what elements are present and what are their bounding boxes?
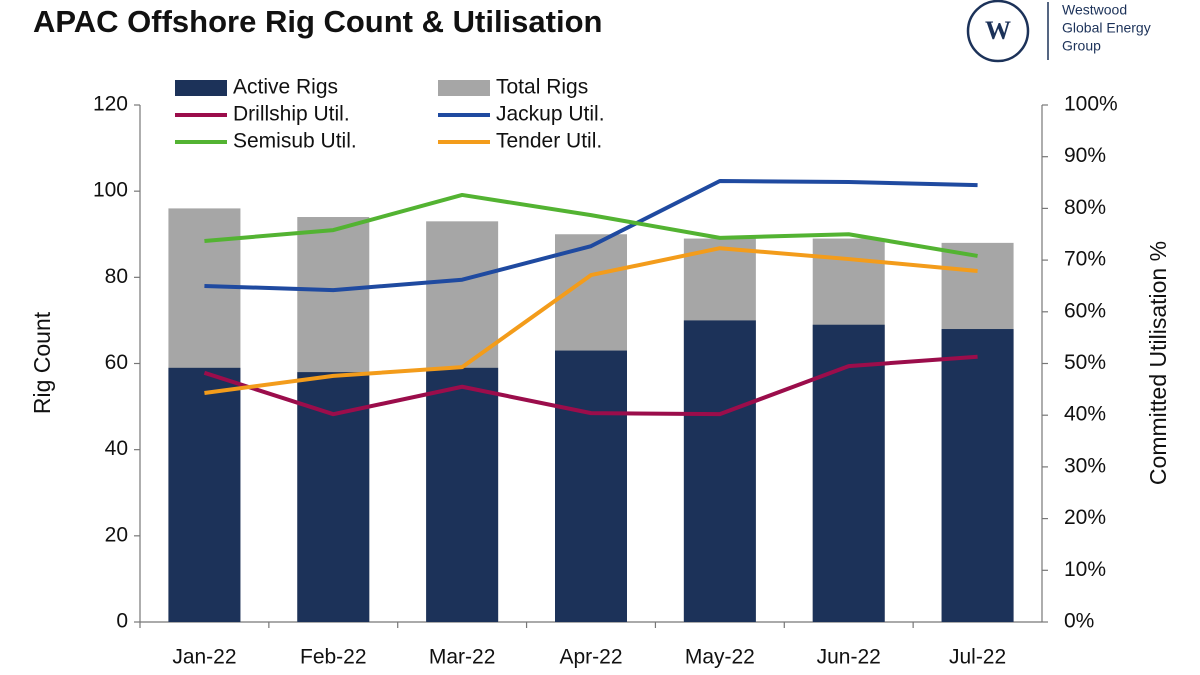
- x-tick-label: Jun-22: [817, 646, 881, 669]
- y2-tick-label: 0%: [1064, 610, 1094, 633]
- legend-swatch: [175, 80, 227, 96]
- logo-text: Westwood: [1062, 2, 1127, 18]
- y-tick-label: 100: [93, 179, 128, 202]
- y2-tick-label: 70%: [1064, 248, 1106, 271]
- line-series: [203, 354, 978, 417]
- bar: [683, 320, 756, 622]
- legend-label: Drillship Util.: [233, 103, 350, 126]
- y2-tick-label: 90%: [1064, 144, 1106, 167]
- legend-label: Total Rigs: [496, 76, 588, 99]
- legend-label: Active Rigs: [233, 76, 338, 99]
- y2-tick-label: 10%: [1064, 558, 1106, 581]
- x-tick-label: Feb-22: [300, 646, 367, 669]
- logo-text: Global Energy: [1062, 20, 1151, 36]
- y2-tick-label: 60%: [1064, 299, 1106, 322]
- bar: [168, 367, 241, 622]
- chart-title: APAC Offshore Rig Count & Utilisation: [33, 4, 602, 39]
- y-axis-title: Rig Count: [29, 311, 55, 414]
- legend-label: Semisub Util.: [233, 130, 357, 153]
- logo-text: Group: [1062, 38, 1101, 54]
- y-tick-label: 0: [116, 610, 128, 633]
- bar: [555, 350, 627, 622]
- y-tick-label: 40: [105, 437, 128, 460]
- bar: [426, 367, 499, 622]
- y-tick-label: 20: [105, 523, 128, 546]
- y2-tick-label: 30%: [1064, 454, 1106, 477]
- bar: [812, 324, 885, 622]
- y2-tick-label: 100%: [1064, 93, 1118, 116]
- legend-label: Jackup Util.: [496, 103, 605, 126]
- y2-tick-label: 50%: [1064, 351, 1106, 374]
- y2-tick-label: 80%: [1064, 196, 1106, 219]
- legend-swatch: [438, 80, 490, 96]
- y-tick-label: 120: [93, 93, 128, 116]
- y2-tick-label: 20%: [1064, 506, 1106, 529]
- x-tick-label: Jul-22: [949, 646, 1006, 669]
- x-tick-label: May-22: [685, 646, 755, 669]
- logo-mark: W: [985, 16, 1011, 45]
- x-tick-label: Apr-22: [559, 646, 622, 669]
- legend-label: Tender Util.: [496, 130, 602, 153]
- x-tick-label: Jan-22: [172, 646, 236, 669]
- bar: [941, 329, 1014, 622]
- y-tick-label: 60: [105, 351, 128, 374]
- logo-circle: [966, 0, 1030, 63]
- y-tick-label: 80: [105, 265, 128, 288]
- y2-axis-title: Committed Utilisation %: [1145, 241, 1171, 485]
- line-series: [204, 178, 978, 293]
- y2-tick-label: 40%: [1064, 403, 1106, 426]
- x-tick-label: Mar-22: [429, 646, 496, 669]
- line-series: [204, 192, 978, 258]
- line-series: [204, 246, 978, 395]
